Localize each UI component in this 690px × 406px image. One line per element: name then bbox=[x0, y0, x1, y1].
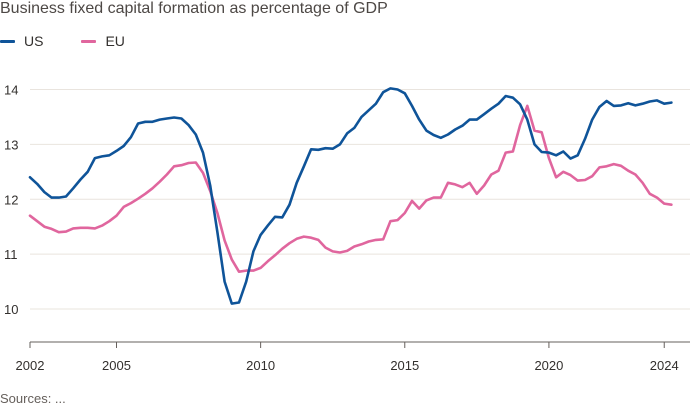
series-line-eu bbox=[28, 104, 673, 273]
chart-source: Sources: ... bbox=[0, 391, 66, 406]
y-tick-label-11: 11 bbox=[4, 247, 18, 262]
x-tick-label-2015: 2015 bbox=[390, 358, 419, 373]
legend-label-us: US bbox=[24, 33, 44, 49]
x-tick-label-2002: 2002 bbox=[16, 358, 45, 373]
series-line-us bbox=[28, 87, 673, 305]
legend-swatch-eu bbox=[81, 39, 97, 43]
y-tick-label-14: 14 bbox=[4, 82, 18, 97]
legend-label-eu: EU bbox=[105, 33, 125, 49]
legend-item-eu: EU bbox=[81, 33, 125, 49]
x-tick-label-2010: 2010 bbox=[246, 358, 275, 373]
y-tick-label-12: 12 bbox=[4, 192, 18, 207]
y-tick-label-13: 13 bbox=[4, 137, 18, 152]
x-tick-label-2005: 2005 bbox=[102, 358, 131, 373]
legend-item-us: US bbox=[0, 33, 43, 49]
chart-title: Business fixed capital formation as perc… bbox=[0, 0, 388, 17]
legend-swatch-us bbox=[0, 39, 15, 43]
x-tick-label-2020: 2020 bbox=[534, 358, 563, 373]
x-tick-label-2024: 2024 bbox=[650, 358, 679, 373]
chart-legend: US EU bbox=[0, 33, 163, 49]
y-tick-label-10: 10 bbox=[4, 302, 18, 317]
